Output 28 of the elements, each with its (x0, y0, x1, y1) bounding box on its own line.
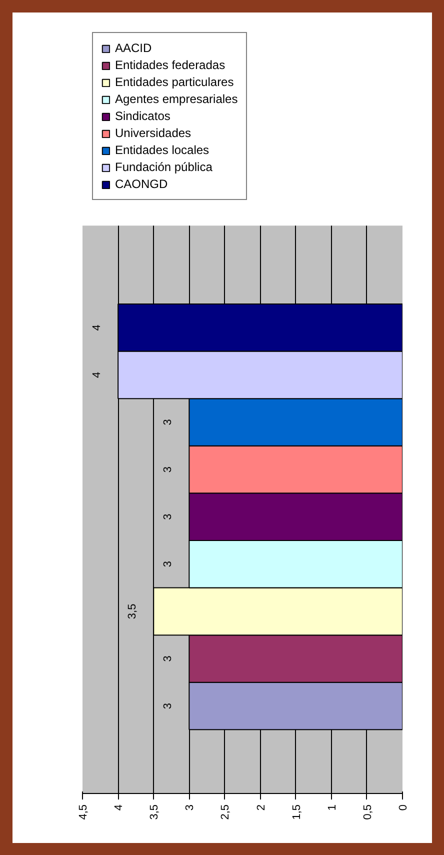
x-tick-label: 4 (113, 804, 126, 811)
x-tick-label: 2 (255, 804, 268, 811)
legend-label: Universidades (115, 126, 192, 140)
data-label: 3 (162, 419, 174, 426)
x-tick-label: 2,5 (220, 804, 232, 820)
x-tick-label: 4,5 (78, 804, 90, 820)
x-tick-label: 0 (398, 804, 410, 811)
x-tick-label: 1,5 (290, 804, 303, 820)
x-tick-label: 3 (184, 804, 196, 811)
legend-label: CAONGD (115, 177, 168, 191)
legend-label: Entidades federadas (115, 58, 226, 72)
x-tick-label: 0,5 (362, 804, 374, 820)
x-tick-label: 1 (326, 804, 338, 811)
legend-label: Entidades particulares (115, 75, 234, 89)
legend-label: AACID (115, 41, 152, 55)
legend-label: Agentes empresariales (115, 92, 238, 106)
data-label: 4 (91, 324, 104, 331)
data-label: 3 (162, 514, 174, 520)
data-label: 3,5 (126, 604, 139, 620)
data-label: 3 (162, 702, 174, 710)
x-tick-label: 3,5 (148, 804, 161, 820)
legend-label: Entidades locales (115, 143, 210, 157)
data-label: 4 (91, 372, 104, 378)
legend-label: Sindicatos (115, 109, 170, 123)
legend-label: Fundación pública (115, 160, 212, 174)
data-label: 3 (162, 561, 174, 568)
data-label: 3 (162, 466, 174, 473)
data-label: 3 (162, 656, 174, 662)
